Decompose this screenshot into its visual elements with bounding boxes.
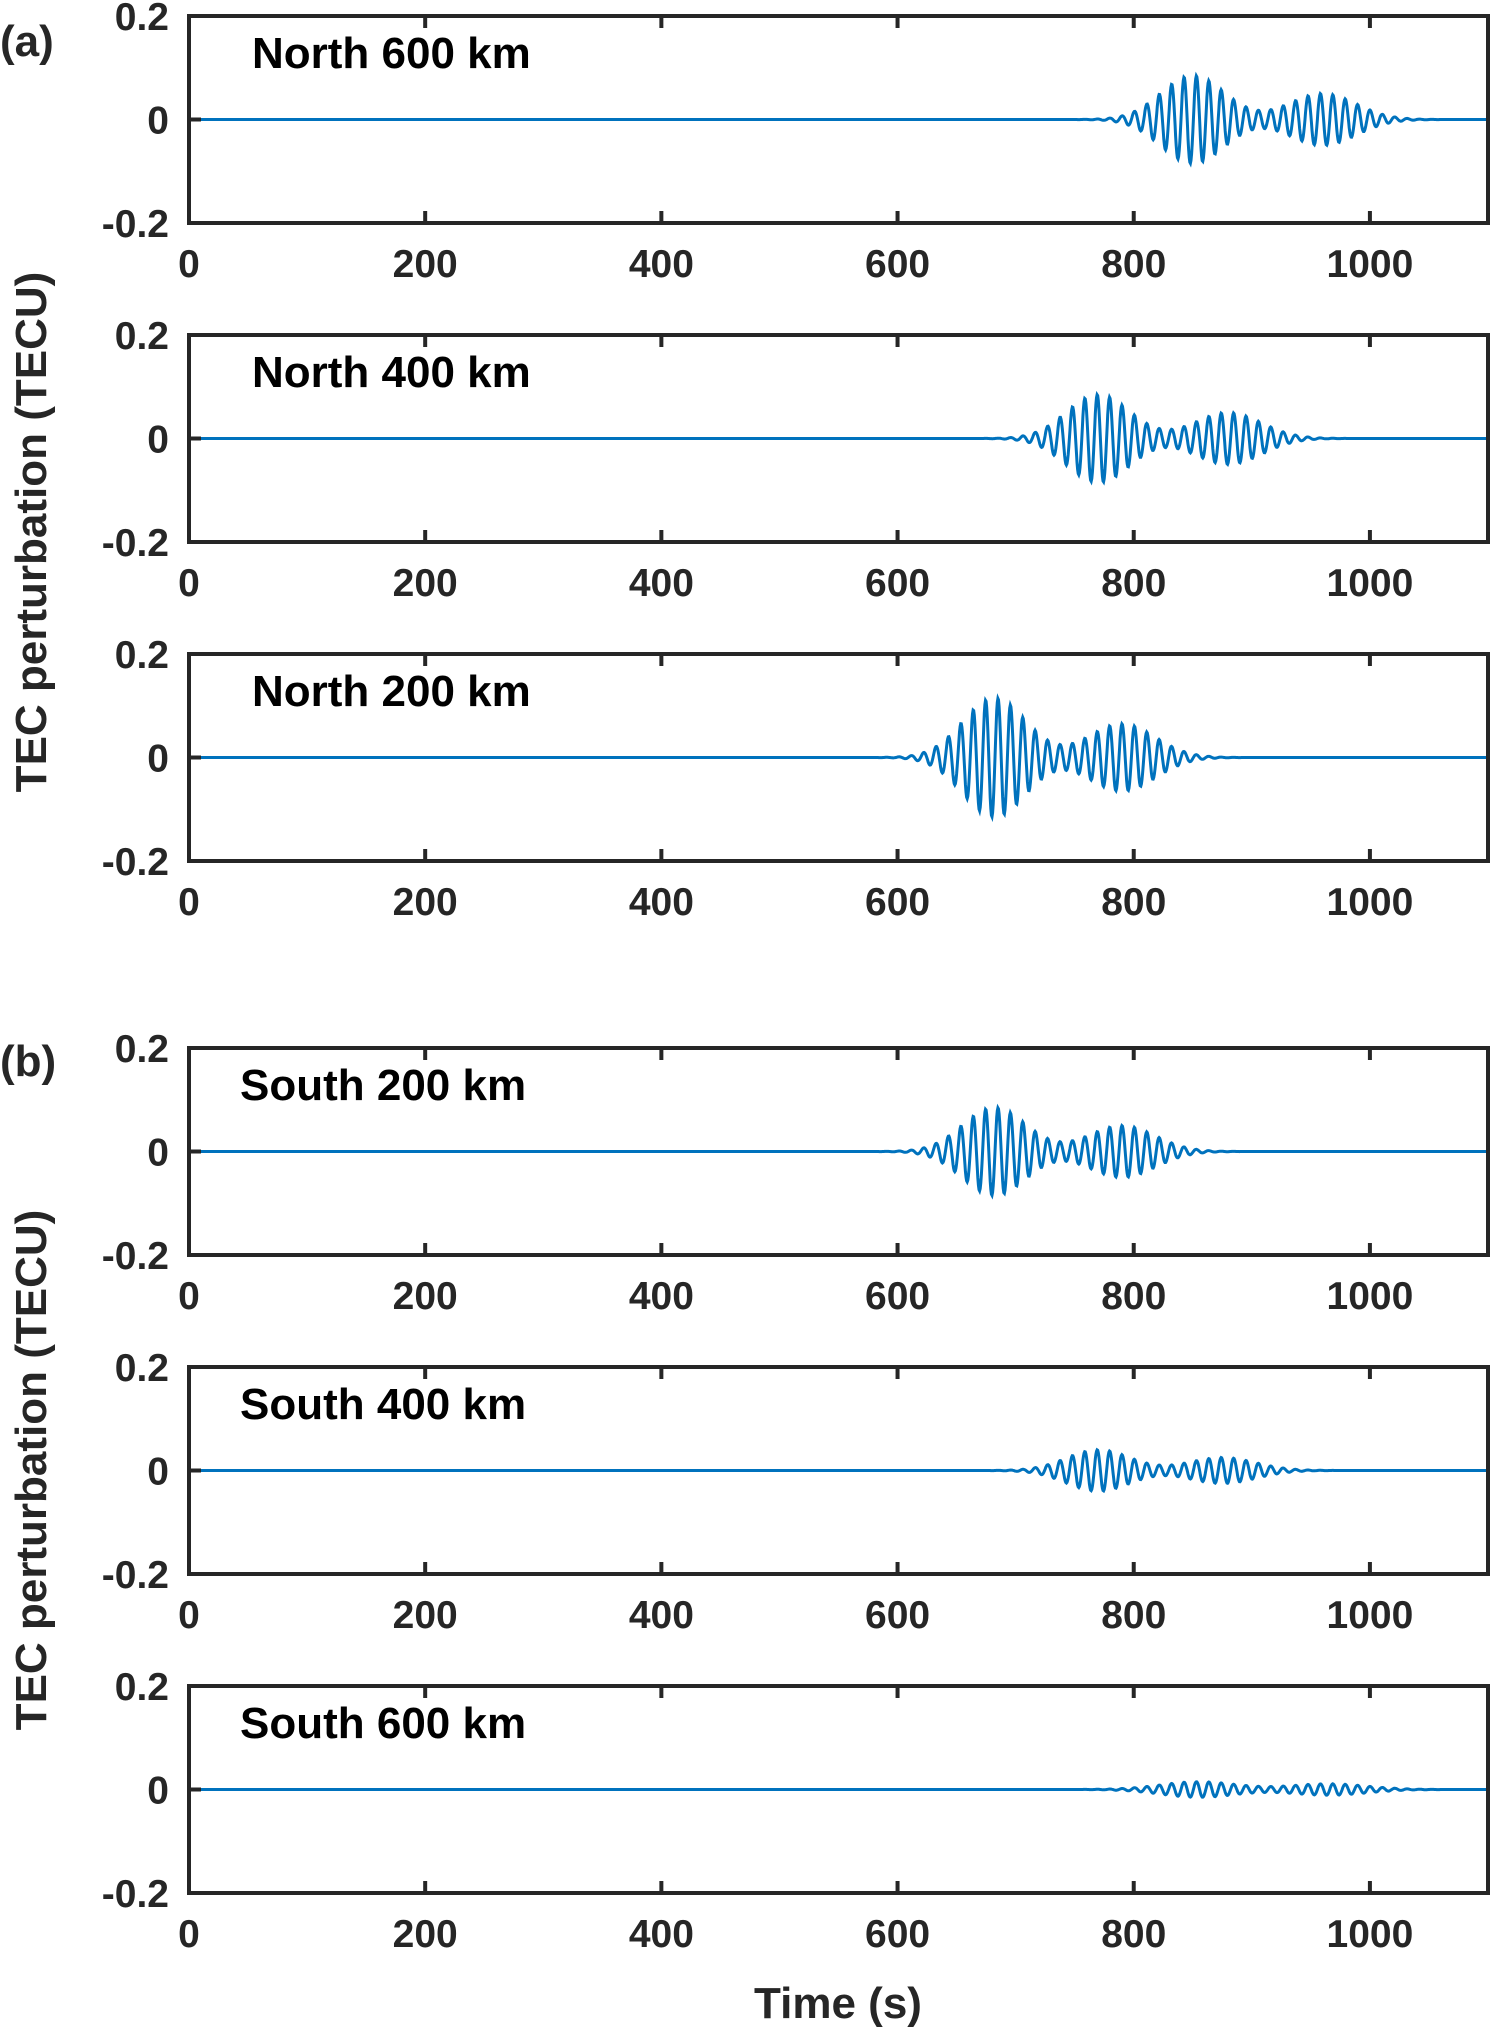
x-tick-label: 800 xyxy=(1101,1913,1166,1956)
x-tick-label: 200 xyxy=(393,881,458,924)
y-axis-label-a: TEC perturbation (TECU) xyxy=(7,272,56,793)
subplot-title: South 600 km xyxy=(240,1699,526,1748)
series-line xyxy=(189,693,1488,823)
x-tick-label: 600 xyxy=(865,881,930,924)
series-line xyxy=(189,1447,1488,1494)
x-tick-label: 1000 xyxy=(1327,881,1414,924)
x-tick-label: 0 xyxy=(178,1913,200,1956)
subplot-title: South 400 km xyxy=(240,1380,526,1429)
group-label-a: (a) xyxy=(0,17,54,66)
y-tick-label: 0 xyxy=(147,1451,169,1494)
x-tick-label: 200 xyxy=(393,1275,458,1318)
y-tick-label: -0.2 xyxy=(102,1554,169,1597)
x-tick-label: 0 xyxy=(178,1594,200,1637)
y-tick-label: 0 xyxy=(147,1770,169,1813)
y-tick-label: 0.2 xyxy=(115,1666,169,1709)
x-tick-label: 1000 xyxy=(1327,243,1414,286)
x-tick-label: 400 xyxy=(629,881,694,924)
x-tick-label: 400 xyxy=(629,243,694,286)
y-tick-label: -0.2 xyxy=(102,841,169,884)
subplot-title: North 400 km xyxy=(252,348,531,397)
y-tick-label: 0 xyxy=(147,738,169,781)
y-tick-label: 0.2 xyxy=(115,634,169,677)
x-tick-label: 800 xyxy=(1101,1275,1166,1318)
x-tick-label: 200 xyxy=(393,562,458,605)
group-label-b: (b) xyxy=(0,1037,56,1086)
x-tick-label: 200 xyxy=(393,1913,458,1956)
y-tick-label: 0 xyxy=(147,100,169,143)
x-tick-label: 0 xyxy=(178,881,200,924)
x-tick-label: 200 xyxy=(393,243,458,286)
x-tick-label: 600 xyxy=(865,243,930,286)
x-tick-label: 800 xyxy=(1101,243,1166,286)
x-tick-label: 800 xyxy=(1101,1594,1166,1637)
y-tick-label: 0.2 xyxy=(115,315,169,358)
y-tick-label: -0.2 xyxy=(102,522,169,565)
y-tick-label: -0.2 xyxy=(102,1873,169,1916)
x-tick-label: 1000 xyxy=(1327,562,1414,605)
series-line xyxy=(189,390,1488,486)
x-tick-label: 600 xyxy=(865,1275,930,1318)
x-tick-label: 400 xyxy=(629,1594,694,1637)
y-tick-label: 0.2 xyxy=(115,1347,169,1390)
series-line xyxy=(189,1103,1488,1200)
x-tick-label: 400 xyxy=(629,1275,694,1318)
x-tick-label: 800 xyxy=(1101,881,1166,924)
x-tick-label: 600 xyxy=(865,1913,930,1956)
x-tick-label: 0 xyxy=(178,1275,200,1318)
x-tick-label: 1000 xyxy=(1327,1594,1414,1637)
x-tick-label: 200 xyxy=(393,1594,458,1637)
x-tick-label: 400 xyxy=(629,562,694,605)
x-axis-label: Time (s) xyxy=(754,1979,922,2028)
y-tick-label: -0.2 xyxy=(102,1235,169,1278)
y-tick-label: 0.2 xyxy=(115,1028,169,1071)
x-tick-label: 400 xyxy=(629,1913,694,1956)
y-tick-label: 0.2 xyxy=(115,0,169,39)
x-tick-label: 1000 xyxy=(1327,1913,1414,1956)
x-tick-label: 600 xyxy=(865,562,930,605)
series-line xyxy=(189,71,1488,168)
x-tick-label: 1000 xyxy=(1327,1275,1414,1318)
y-tick-label: -0.2 xyxy=(102,203,169,246)
y-tick-label: 0 xyxy=(147,1132,169,1175)
series-line xyxy=(189,1780,1488,1799)
subplot-title: North 200 km xyxy=(252,667,531,716)
x-tick-label: 0 xyxy=(178,562,200,605)
x-tick-label: 0 xyxy=(178,243,200,286)
subplot-title: North 600 km xyxy=(252,29,531,78)
x-tick-label: 600 xyxy=(865,1594,930,1637)
x-tick-label: 800 xyxy=(1101,562,1166,605)
y-tick-label: 0 xyxy=(147,419,169,462)
y-axis-label-b: TEC perturbation (TECU) xyxy=(7,1210,56,1731)
subplot-title: South 200 km xyxy=(240,1061,526,1110)
